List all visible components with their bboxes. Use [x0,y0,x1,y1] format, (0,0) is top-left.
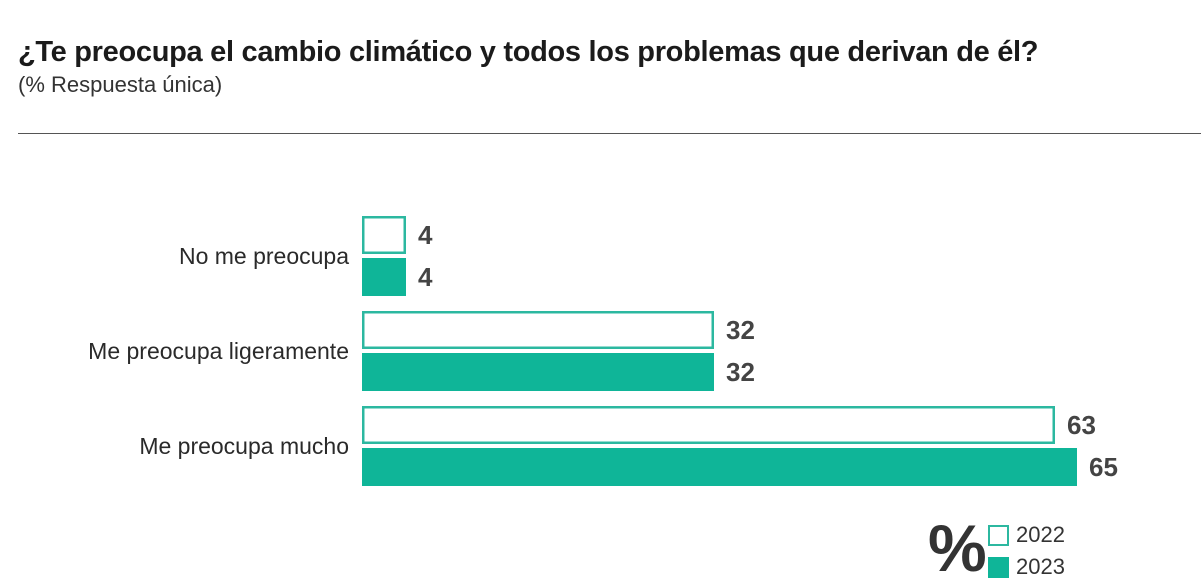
value-label-2022: 32 [726,315,755,345]
category-label: No me preocupa [179,243,349,269]
legend-swatch-filled [988,556,1009,578]
legend-label-2022: 2022 [1016,522,1065,547]
bar-2022 [362,406,1055,444]
legend-item-2023: 2023 [988,554,1065,580]
category-label: Me preocupa ligeramente [88,338,349,364]
legend-label-2023: 2023 [1016,554,1065,579]
value-label-2022: 63 [1067,410,1096,440]
value-label-2022: 4 [418,220,433,250]
bar-2023 [362,258,406,296]
header-divider [18,133,1201,134]
bar-2022 [362,216,406,254]
chart-title: ¿Te preocupa el cambio climático y todos… [18,36,1039,68]
bar-2023 [362,353,714,391]
bar-2022 [362,311,714,349]
legend-swatch-outline [988,524,1009,546]
chart-subtitle: (% Respuesta única) [18,72,223,97]
legend: % 2022 2023 [928,511,1088,585]
legend-item-2022: 2022 [988,522,1065,548]
value-label-2023: 4 [418,262,433,292]
value-label-2023: 32 [726,357,755,387]
category-label: Me preocupa mucho [139,433,349,459]
percent-unit-symbol: % [928,511,987,585]
bar-2023 [362,448,1077,486]
value-label-2023: 65 [1089,452,1118,482]
